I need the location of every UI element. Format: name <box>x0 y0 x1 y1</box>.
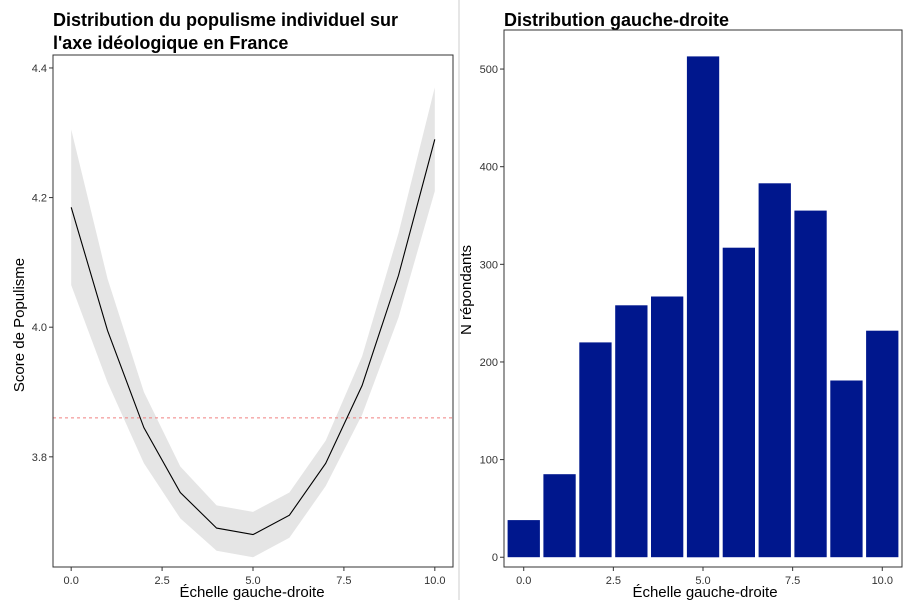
right-y-tick-label: 500 <box>480 64 498 76</box>
populism-line <box>70 139 436 536</box>
bar-10 <box>866 330 899 558</box>
bar-6 <box>722 247 755 558</box>
left-chart-x-axis-label: Échelle gauche-droite <box>179 584 324 600</box>
left-plot-area: 0.0 2.5 5.0 7.5 10.0 3.8 4.0 4.2 4.4 <box>32 54 454 587</box>
confidence-ribbon <box>71 87 435 558</box>
bar-4 <box>651 296 684 558</box>
right-chart-y-axis-label: N répondants <box>458 245 475 335</box>
right-chart-x-axis-label: Échelle gauche-droite <box>632 584 777 600</box>
left-y-tick-label: 4.0 <box>32 322 47 334</box>
right-x-tick-label: 5.0 <box>695 575 710 587</box>
bar-8 <box>794 210 827 558</box>
right-chart-title: Distribution gauche-droite <box>504 10 729 30</box>
left-x-tick-label: 2.5 <box>154 575 169 587</box>
right-x-tick-label: 2.5 <box>606 575 621 587</box>
right-y-tick-label: 400 <box>480 162 498 174</box>
left-chart-y-axis-label: Score de Populisme <box>11 258 28 392</box>
bar-0 <box>507 520 540 558</box>
left-x-tick-label: 0.0 <box>64 575 79 587</box>
bar-9 <box>830 380 863 558</box>
left-right-distribution-chart: Distribution gauche-droite 0.0 2.5 5.0 7.5 1… <box>458 10 903 600</box>
right-x-tick-label: 0.0 <box>516 575 531 587</box>
right-y-tick-label: 300 <box>480 259 498 271</box>
left-chart-title-line-2: l'axe idéologique en France <box>53 33 288 53</box>
right-x-tick-label: 7.5 <box>785 575 800 587</box>
right-x-tick-label: 10.0 <box>872 575 893 587</box>
bar-1 <box>543 474 576 558</box>
bar-5 <box>686 56 720 558</box>
bar-3 <box>615 305 648 558</box>
left-x-tick-label: 5.0 <box>245 575 260 587</box>
right-y-tick-label: 100 <box>480 455 498 467</box>
right-y-tick-label: 0 <box>492 552 498 564</box>
right-y-tick-label: 200 <box>480 357 498 369</box>
left-y-tick-label: 4.4 <box>32 63 47 75</box>
left-x-tick-label: 10.0 <box>424 575 445 587</box>
right-plot-area: 0.0 2.5 5.0 7.5 10.0 0 100 200 300 400 500 <box>480 29 903 587</box>
left-chart-title-line-1: Distribution du populisme individuel sur <box>53 10 398 30</box>
populism-chart: Distribution du populisme individuel sur… <box>11 10 454 600</box>
left-x-tick-label: 7.5 <box>336 575 351 587</box>
bar-2 <box>579 342 612 558</box>
bar-7 <box>758 183 791 558</box>
left-y-tick-label: 3.8 <box>32 452 47 464</box>
left-y-tick-label: 4.2 <box>32 193 47 205</box>
